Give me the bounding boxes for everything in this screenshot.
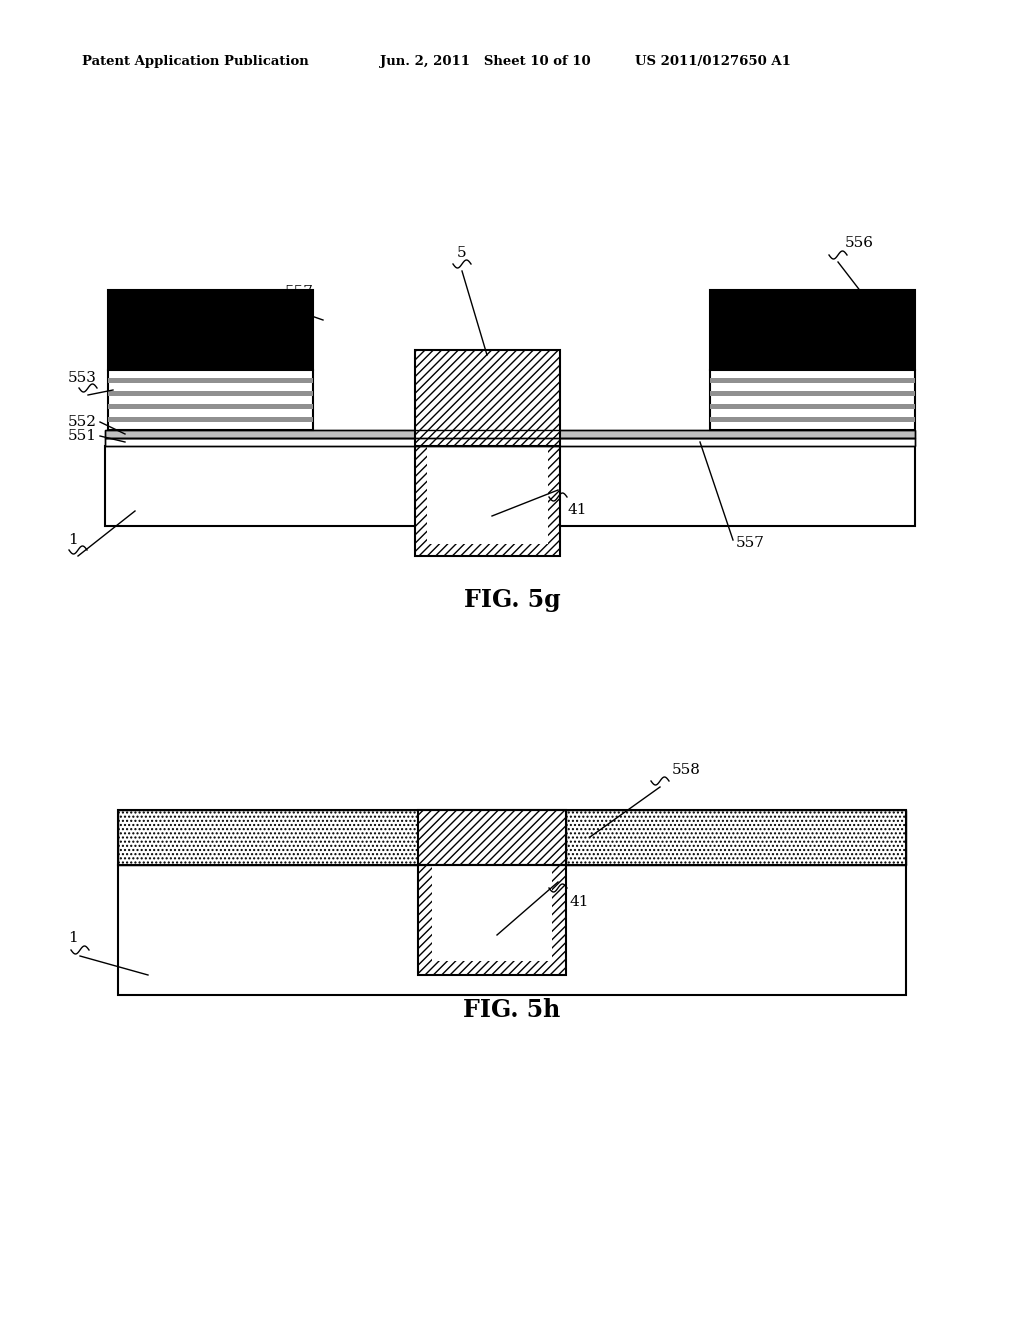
Bar bbox=[105, 430, 915, 438]
Bar bbox=[418, 865, 566, 975]
Bar bbox=[118, 810, 418, 865]
Bar bbox=[108, 290, 313, 370]
Text: Patent Application Publication: Patent Application Publication bbox=[82, 55, 309, 69]
Bar bbox=[108, 378, 313, 383]
Text: FIG. 5g: FIG. 5g bbox=[464, 587, 560, 612]
Bar bbox=[710, 417, 915, 422]
Bar bbox=[415, 446, 560, 556]
Text: 552: 552 bbox=[68, 414, 97, 429]
Bar bbox=[105, 430, 915, 438]
Bar bbox=[105, 446, 915, 525]
Bar bbox=[710, 404, 915, 409]
Text: 551: 551 bbox=[68, 429, 97, 444]
Bar bbox=[118, 865, 906, 995]
Bar bbox=[418, 810, 566, 865]
Text: 557: 557 bbox=[285, 285, 314, 300]
Text: 41: 41 bbox=[568, 503, 588, 517]
Text: 1: 1 bbox=[68, 533, 78, 546]
Bar bbox=[710, 370, 915, 430]
Text: Jun. 2, 2011   Sheet 10 of 10: Jun. 2, 2011 Sheet 10 of 10 bbox=[380, 55, 591, 69]
Bar bbox=[710, 378, 915, 383]
Text: 41: 41 bbox=[570, 895, 590, 909]
Bar bbox=[108, 404, 313, 409]
Text: FIG. 5h: FIG. 5h bbox=[464, 998, 560, 1022]
Bar bbox=[432, 865, 552, 961]
Text: US 2011/0127650 A1: US 2011/0127650 A1 bbox=[635, 55, 791, 69]
Bar bbox=[105, 438, 915, 446]
Text: 5: 5 bbox=[457, 246, 467, 260]
Text: 1: 1 bbox=[68, 931, 78, 945]
Bar bbox=[415, 350, 560, 446]
Bar bbox=[105, 438, 915, 446]
Bar bbox=[427, 446, 548, 544]
Bar bbox=[118, 810, 906, 865]
Bar bbox=[710, 391, 915, 396]
Bar bbox=[108, 370, 313, 430]
Bar bbox=[566, 810, 906, 865]
Bar bbox=[108, 391, 313, 396]
Text: 556: 556 bbox=[845, 236, 874, 249]
Bar bbox=[710, 290, 915, 370]
Text: 557: 557 bbox=[736, 536, 765, 550]
Text: 558: 558 bbox=[672, 763, 700, 777]
Bar bbox=[108, 417, 313, 422]
Text: 553: 553 bbox=[68, 371, 97, 385]
